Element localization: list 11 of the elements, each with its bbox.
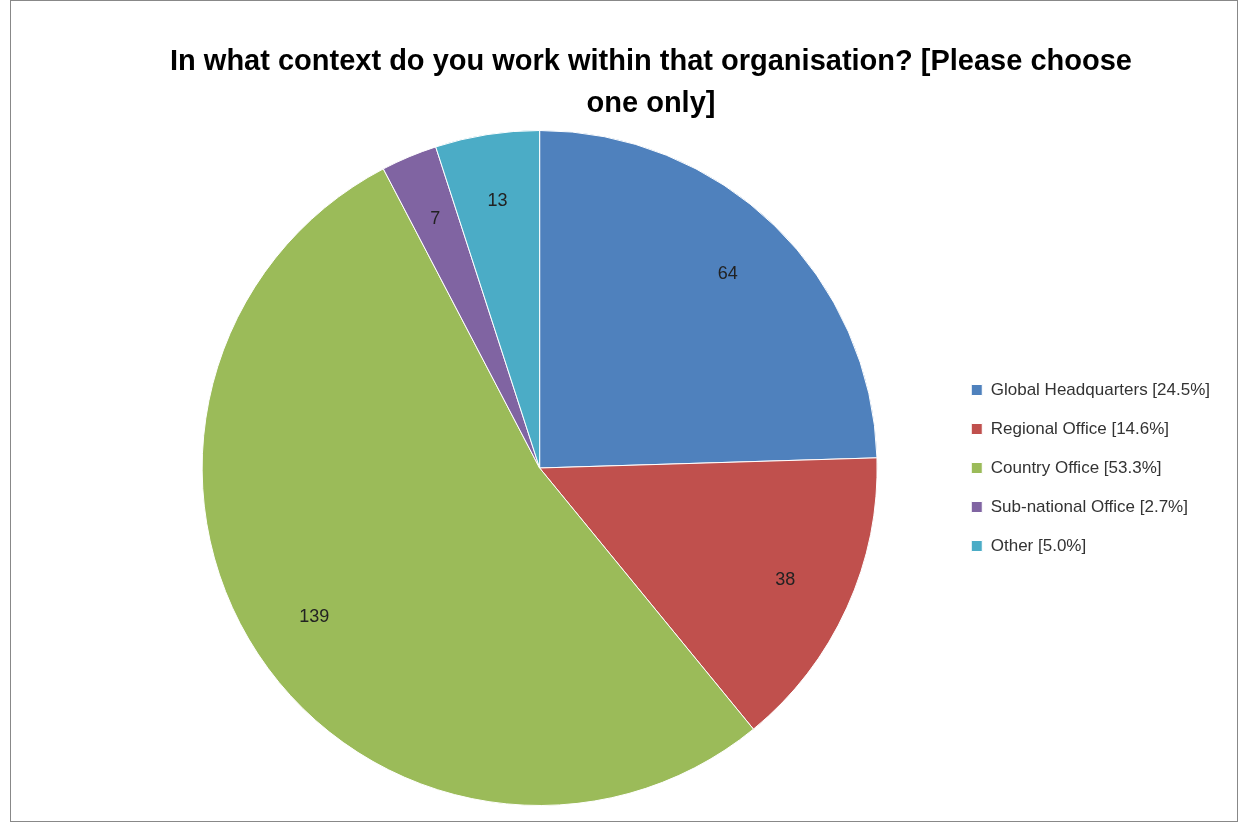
data-label: 38 bbox=[775, 568, 796, 589]
data-label: 13 bbox=[487, 190, 508, 211]
legend-label: Other [5.0%] bbox=[990, 535, 1087, 555]
legend-label: Country Office [53.3%] bbox=[990, 457, 1162, 477]
legend-label: Global Headquarters [24.5%] bbox=[990, 379, 1211, 399]
data-label: 139 bbox=[299, 605, 330, 626]
chart-title: In what context do you work within that organisation? [Please choose one only] bbox=[169, 43, 1133, 120]
data-label: 64 bbox=[717, 263, 738, 284]
data-label: 7 bbox=[430, 207, 441, 228]
legend-label: Regional Office [14.6%] bbox=[990, 418, 1170, 438]
legend-label: Sub-national Office [2.7%] bbox=[990, 496, 1188, 516]
